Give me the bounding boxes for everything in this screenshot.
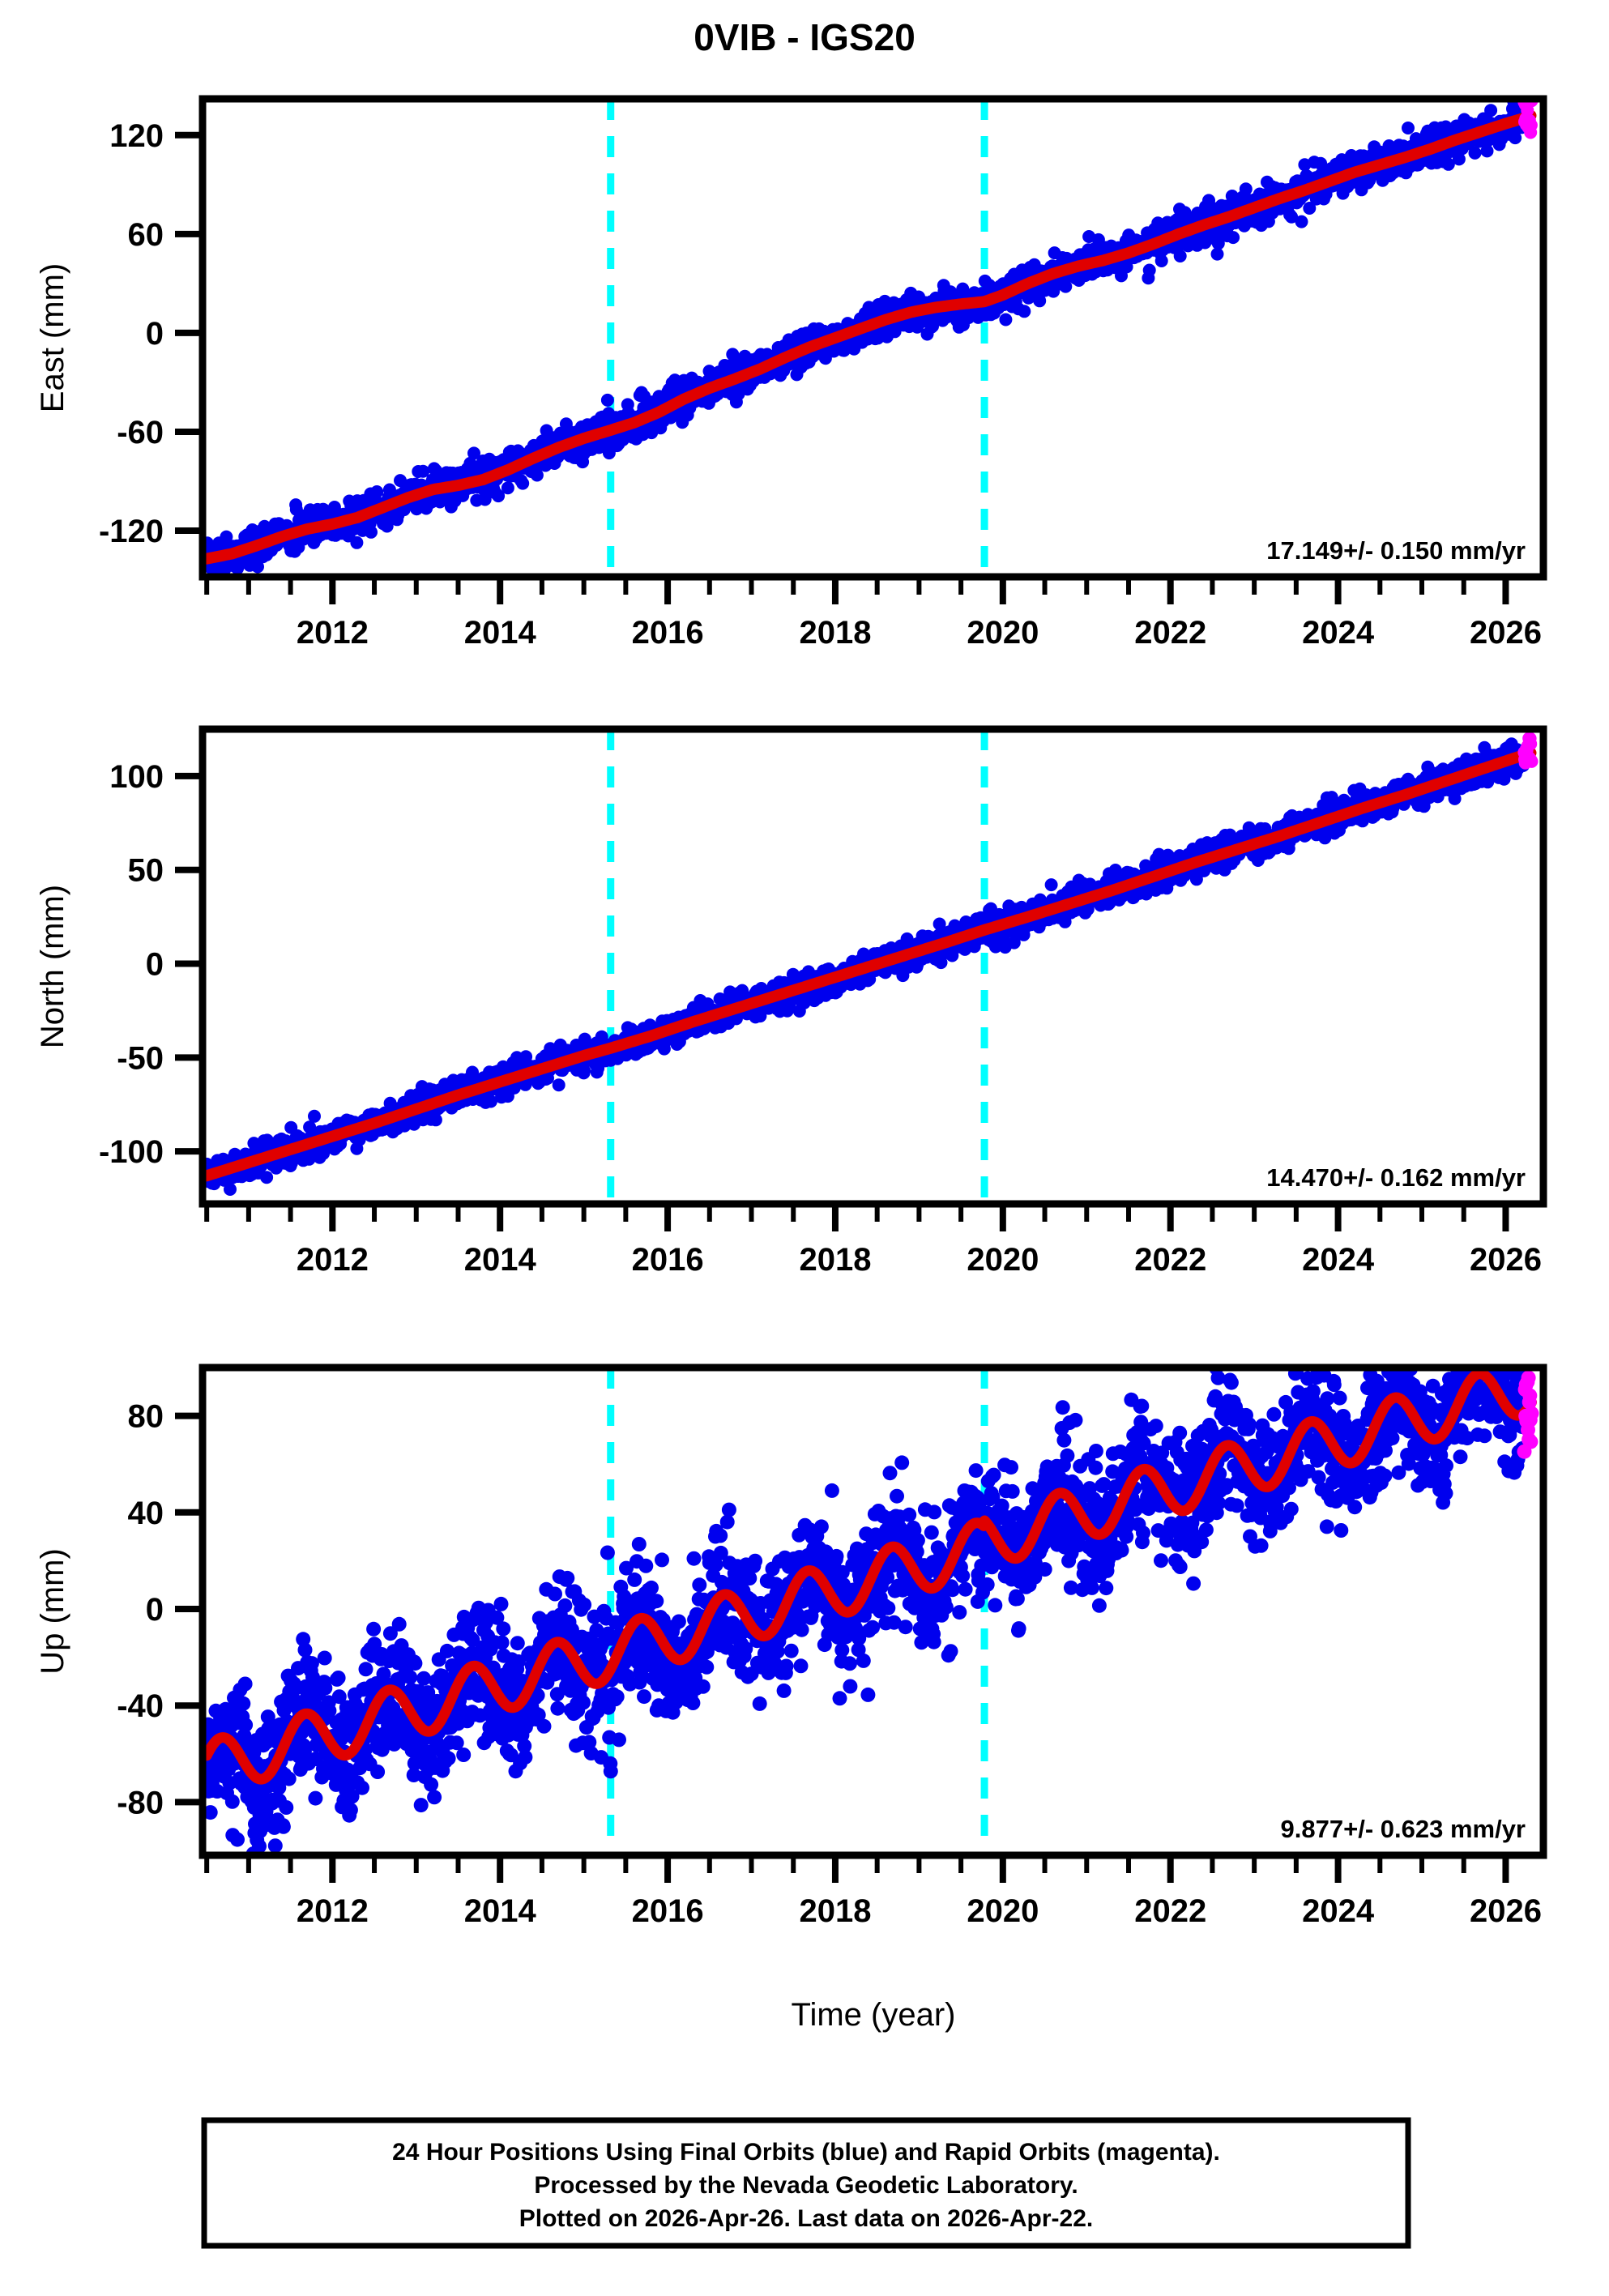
- y-tick-label: -80: [117, 1785, 164, 1820]
- x-axis-label: Time (year): [792, 1997, 956, 2033]
- y-tick-label: 0: [146, 947, 164, 983]
- x-tick-label: 2020: [967, 1242, 1039, 1278]
- y-axis-label-north: North (mm): [35, 885, 70, 1048]
- x-tick-label: 2014: [464, 1893, 537, 1929]
- x-tick-label: 2026: [1470, 1893, 1542, 1929]
- x-tick-label: 2018: [799, 1893, 871, 1929]
- x-tick-label: 2018: [799, 615, 871, 651]
- y-tick-label: -50: [117, 1040, 164, 1076]
- y-tick-label: 60: [128, 217, 164, 253]
- x-tick-label: 2026: [1470, 615, 1542, 651]
- caption-line-3: Plotted on 2026-Apr-26. Last data on 202…: [519, 2205, 1094, 2232]
- y-tick-label: -40: [117, 1688, 164, 1724]
- x-tick-label: 2024: [1302, 1242, 1375, 1278]
- caption-line-2: Processed by the Nevada Geodetic Laborat…: [534, 2172, 1078, 2199]
- x-tick-label: 2016: [632, 1242, 704, 1278]
- x-tick-label: 2018: [799, 1242, 871, 1278]
- x-tick-label: 2016: [632, 1893, 704, 1929]
- y-tick-label: -120: [99, 514, 164, 549]
- x-tick-label: 2016: [632, 615, 704, 651]
- x-tick-label: 2012: [297, 1893, 369, 1929]
- y-tick-label: -100: [99, 1134, 164, 1170]
- y-tick-label: 40: [128, 1496, 164, 1531]
- y-tick-label: 0: [146, 316, 164, 352]
- y-tick-label: 0: [146, 1592, 164, 1628]
- x-tick-label: 2022: [1134, 1893, 1206, 1929]
- x-tick-label: 2012: [297, 1242, 369, 1278]
- x-tick-label: 2026: [1470, 1242, 1542, 1278]
- x-tick-label: 2022: [1134, 615, 1206, 651]
- x-tick-label: 2020: [967, 615, 1039, 651]
- y-tick-label: 80: [128, 1399, 164, 1435]
- x-tick-label: 2020: [967, 1893, 1039, 1929]
- caption-line-1: 24 Hour Positions Using Final Orbits (bl…: [392, 2139, 1220, 2166]
- y-axis-label-up: Up (mm): [35, 1548, 70, 1675]
- x-tick-label: 2014: [464, 1242, 537, 1278]
- caption-box: 24 Hour Positions Using Final Orbits (bl…: [204, 2120, 1408, 2246]
- rate-annotation-east: 17.149+/- 0.150 mm/yr: [1266, 536, 1526, 565]
- rate-annotation-up: 9.877+/- 0.623 mm/yr: [1281, 1815, 1526, 1843]
- y-axis-label-east: East (mm): [35, 263, 70, 412]
- x-tick-label: 2012: [297, 615, 369, 651]
- x-tick-label: 2024: [1302, 615, 1375, 651]
- page-title: 0VIB - IGS20: [694, 16, 915, 58]
- y-tick-label: 50: [128, 853, 164, 889]
- y-tick-label: 120: [109, 118, 164, 154]
- x-tick-label: 2022: [1134, 1242, 1206, 1278]
- rate-annotation-north: 14.470+/- 0.162 mm/yr: [1266, 1163, 1526, 1192]
- y-tick-label: -60: [117, 415, 164, 450]
- x-tick-label: 2024: [1302, 1893, 1375, 1929]
- x-tick-label: 2014: [464, 615, 537, 651]
- y-tick-label: 100: [109, 759, 164, 795]
